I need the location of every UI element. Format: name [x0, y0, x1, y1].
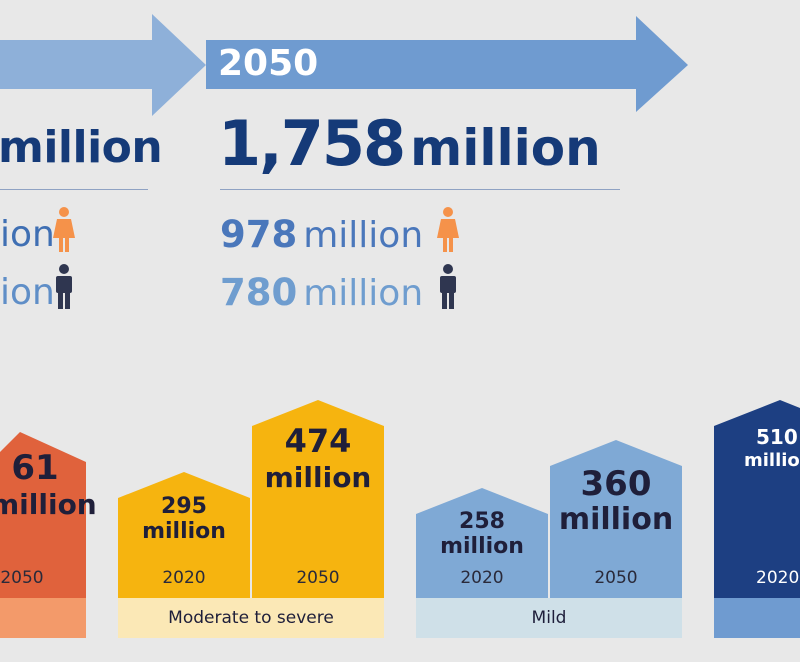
bar-yellow-2020-value: 295	[161, 494, 207, 519]
right-divider	[220, 189, 620, 190]
female-value: 978	[220, 213, 298, 256]
bar-navy-2020	[714, 400, 800, 598]
bar-yellow-2050-unit: million	[264, 461, 372, 494]
bar-blue-2020-value: 258	[459, 509, 505, 534]
category-moderate-severe: Moderate to severe	[168, 608, 334, 628]
bar-blue-2050-unit: million	[558, 502, 674, 537]
bar-blue-2020-year: 2020	[460, 568, 504, 588]
bar-orange-2050	[0, 432, 86, 598]
bar-blue-2050	[550, 440, 682, 598]
male-icon	[440, 264, 456, 309]
bar-yellow-2020-year: 2020	[162, 568, 206, 588]
bar-orange-year: 2050	[0, 568, 44, 588]
left-total-fragment: million	[0, 122, 163, 173]
left-male-fragment: ion	[0, 272, 55, 313]
base-blue	[416, 598, 682, 638]
bar-navy-value: 510	[756, 425, 798, 449]
bar-yellow-2020-unit: million	[142, 519, 226, 544]
female-2050: 978 million	[220, 212, 423, 265]
year-2050-label: 2050	[218, 43, 319, 84]
total-unit: million	[410, 119, 601, 177]
total-value: 1,758	[218, 107, 406, 180]
male-icon-left	[56, 264, 72, 309]
female-icon	[437, 207, 459, 252]
base-yellow	[118, 598, 384, 638]
arrow-2050	[206, 16, 688, 112]
timeline-arrows	[0, 14, 688, 116]
bar-blue-2050-value: 360	[580, 464, 652, 504]
male-2050: 780 million	[220, 270, 423, 323]
female-unit: million	[303, 215, 424, 256]
left-divider	[0, 189, 148, 190]
bar-blue-2020	[416, 488, 548, 598]
bar-blue-2050-year: 2050	[594, 568, 638, 588]
left-female-fragment: ion	[0, 214, 55, 255]
arrow-2020	[0, 14, 206, 116]
category-mild: Mild	[531, 608, 567, 628]
base-navy	[714, 598, 800, 638]
bar-navy-year: 2020	[756, 568, 800, 588]
male-unit: million	[303, 273, 424, 314]
female-icon-left	[53, 207, 75, 252]
bar-blue-2020-unit: million	[440, 534, 524, 559]
total-2050: 1,758 million	[218, 108, 601, 196]
bar-navy-unit: millio	[744, 450, 800, 471]
bar-yellow-2050	[252, 400, 384, 598]
severity-bars	[0, 400, 800, 638]
bar-yellow-2050-value: 474	[284, 422, 352, 460]
male-value: 780	[220, 271, 298, 314]
bar-orange-unit: million	[0, 488, 97, 521]
bar-yellow-2050-year: 2050	[296, 568, 340, 588]
base-orange	[0, 598, 86, 638]
bar-orange-value: 61	[11, 448, 59, 488]
bar-yellow-2020	[118, 472, 250, 598]
